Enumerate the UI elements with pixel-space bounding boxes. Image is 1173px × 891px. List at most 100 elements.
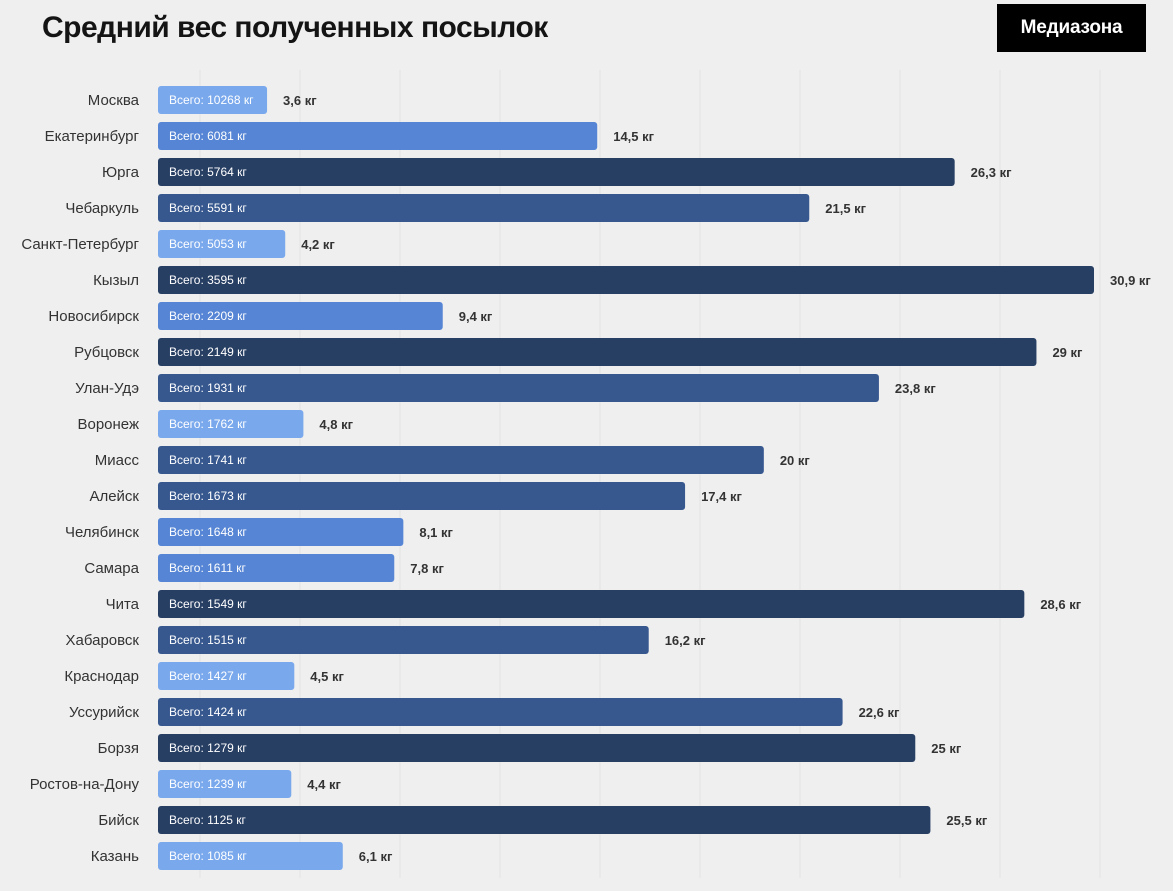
bar-total-label: Всего: 6081 кг [169, 129, 247, 143]
bar-value-label: 8,1 кг [419, 525, 453, 540]
bar-row: Борзя Всего: 1279 кг 25 кг [98, 734, 962, 762]
bar[interactable] [158, 374, 879, 402]
bar[interactable] [158, 518, 404, 546]
bar-value-label: 4,2 кг [301, 237, 335, 252]
category-label: Ростов-на-Дону [30, 776, 140, 793]
bar-row: Екатеринбург Всего: 6081 кг 14,5 кг [45, 122, 655, 150]
bar[interactable] [158, 626, 649, 654]
bar-value-label: 14,5 кг [613, 129, 654, 144]
bar-row: Краснодар Всего: 1427 кг 4,5 кг [64, 662, 345, 690]
category-label: Борзя [98, 740, 139, 757]
category-label: Краснодар [64, 668, 139, 685]
bar-row: Кызыл Всего: 3595 кг 30,9 кг [93, 266, 1151, 294]
bar-total-label: Всего: 5764 кг [169, 165, 247, 179]
bar[interactable] [158, 410, 304, 438]
category-label: Челябинск [65, 524, 139, 541]
bar-value-label: 25,5 кг [946, 813, 987, 828]
bar[interactable] [158, 122, 598, 150]
category-label: Екатеринбург [45, 128, 140, 145]
bar-total-label: Всего: 1611 кг [169, 561, 247, 575]
bar-total-label: Всего: 1515 кг [169, 633, 247, 647]
bar-total-label: Всего: 1085 кг [169, 849, 247, 863]
bar-row: Санкт-Петербург Всего: 5053 кг 4,2 кг [21, 230, 335, 258]
bar[interactable] [158, 590, 1025, 618]
bar-value-label: 29 кг [1052, 345, 1083, 360]
category-label: Казань [91, 848, 139, 865]
bar-value-label: 3,6 кг [283, 93, 317, 108]
bar-row: Москва Всего: 10268 кг 3,6 кг [88, 86, 317, 114]
bar[interactable] [158, 158, 955, 186]
bar-total-label: Всего: 2149 кг [169, 345, 247, 359]
bar-row: Чита Всего: 1549 кг 28,6 кг [106, 590, 1082, 618]
category-label: Чита [106, 596, 140, 613]
bar-row: Новосибирск Всего: 2209 кг 9,4 кг [48, 302, 493, 330]
category-label: Уссурийск [69, 704, 139, 721]
bar-row: Самара Всего: 1611 кг 7,8 кг [84, 554, 444, 582]
mediazona-logo[interactable]: Медиазона [997, 4, 1146, 52]
bar[interactable] [158, 806, 931, 834]
bar-value-label: 4,8 кг [319, 417, 353, 432]
bar-value-label: 20 кг [780, 453, 811, 468]
bar-value-label: 28,6 кг [1040, 597, 1081, 612]
bar[interactable] [158, 842, 343, 870]
category-label: Хабаровск [66, 632, 140, 649]
bar-total-label: Всего: 2209 кг [169, 309, 247, 323]
category-label: Санкт-Петербург [21, 236, 139, 253]
category-label: Миасс [95, 452, 140, 469]
bar-value-label: 16,2 кг [665, 633, 706, 648]
bar-row: Чебаркуль Всего: 5591 кг 21,5 кг [65, 194, 867, 222]
bar-value-label: 25 кг [931, 741, 962, 756]
bar-total-label: Всего: 1931 кг [169, 381, 247, 395]
bar-value-label: 17,4 кг [701, 489, 742, 504]
bar-total-label: Всего: 5053 кг [169, 237, 247, 251]
bar[interactable] [158, 482, 686, 510]
bar[interactable] [158, 662, 295, 690]
bar-value-label: 4,5 кг [310, 669, 344, 684]
bar-total-label: Всего: 1648 кг [169, 525, 247, 539]
category-label: Улан-Удэ [75, 380, 139, 397]
bar-total-label: Всего: 1427 кг [169, 669, 247, 683]
bar[interactable] [158, 194, 810, 222]
bar-total-label: Всего: 1549 кг [169, 597, 247, 611]
bar-total-label: Всего: 10268 кг [169, 93, 254, 107]
bar[interactable] [158, 338, 1037, 366]
bar[interactable] [158, 770, 292, 798]
bar-value-label: 6,1 кг [359, 849, 393, 864]
bar[interactable] [158, 86, 268, 114]
bar[interactable] [158, 446, 764, 474]
bar-row: Казань Всего: 1085 кг 6,1 кг [91, 842, 393, 870]
bar[interactable] [158, 230, 286, 258]
bar-total-label: Всего: 3595 кг [169, 273, 247, 287]
category-label: Кызыл [93, 272, 139, 289]
bar-value-label: 7,8 кг [410, 561, 444, 576]
bar[interactable] [158, 266, 1094, 294]
bar-value-label: 9,4 кг [459, 309, 493, 324]
category-label: Юрга [102, 164, 140, 181]
category-label: Новосибирск [48, 308, 139, 325]
bar[interactable] [158, 698, 843, 726]
bar-value-label: 4,4 кг [307, 777, 341, 792]
category-label: Самара [84, 560, 139, 577]
bar-row: Ростов-на-Дону Всего: 1239 кг 4,4 кг [30, 770, 341, 798]
bar-row: Хабаровск Всего: 1515 кг 16,2 кг [66, 626, 706, 654]
bar-row: Бийск Всего: 1125 кг 25,5 кг [98, 806, 988, 834]
bar-total-label: Всего: 5591 кг [169, 201, 247, 215]
bar-row: Алейск Всего: 1673 кг 17,4 кг [89, 482, 742, 510]
category-label: Чебаркуль [65, 200, 139, 217]
bar-value-label: 26,3 кг [971, 165, 1012, 180]
bar-total-label: Всего: 1239 кг [169, 777, 247, 791]
bar-value-label: 22,6 кг [859, 705, 900, 720]
bar-total-label: Всего: 1673 кг [169, 489, 247, 503]
category-label: Рубцовск [74, 344, 139, 361]
category-label: Воронеж [77, 416, 139, 433]
bar-row: Рубцовск Всего: 2149 кг 29 кг [74, 338, 1083, 366]
bar[interactable] [158, 302, 443, 330]
bar-row: Улан-Удэ Всего: 1931 кг 23,8 кг [75, 374, 936, 402]
bar[interactable] [158, 734, 916, 762]
bar[interactable] [158, 554, 395, 582]
category-label: Бийск [98, 812, 139, 829]
bar-total-label: Всего: 1762 кг [169, 417, 247, 431]
bar-row: Миасс Всего: 1741 кг 20 кг [95, 446, 811, 474]
